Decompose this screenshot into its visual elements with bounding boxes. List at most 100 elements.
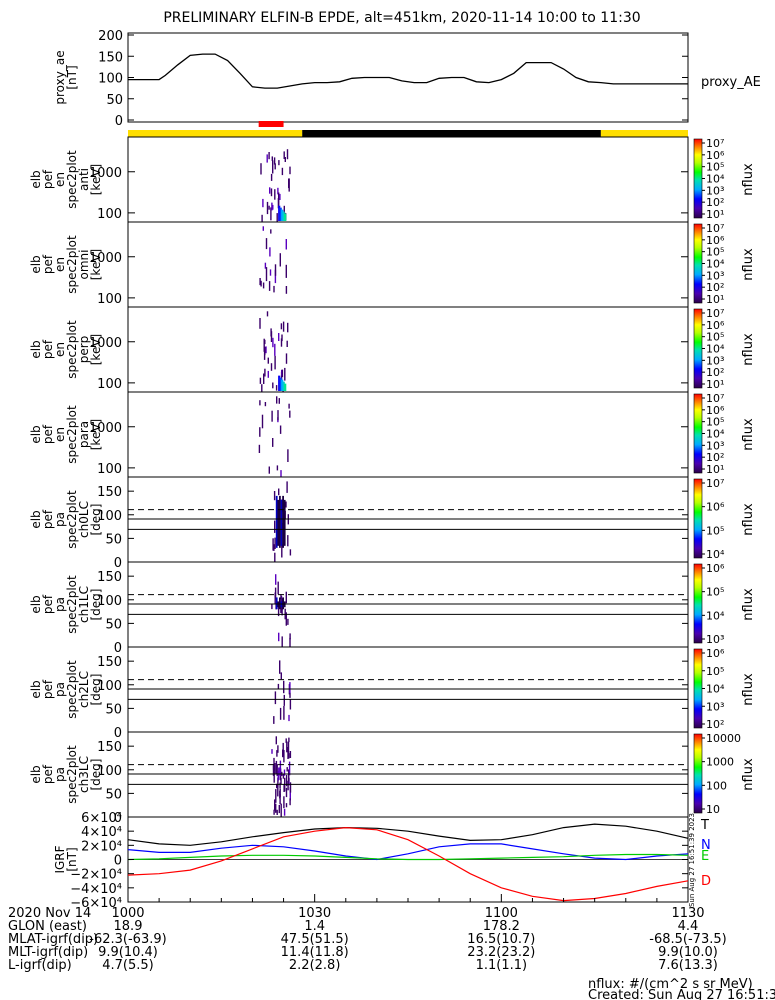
ylabel-line: pef	[41, 594, 55, 614]
flux-pixel	[283, 769, 286, 776]
colorbar-tick-label: 10³	[706, 269, 724, 282]
flux-pixel	[283, 784, 285, 792]
colorbar-tick-label: 10⁵	[706, 586, 724, 599]
flux-core-pixel	[279, 207, 282, 221]
colorbar	[693, 308, 703, 389]
flux-pixel	[289, 637, 291, 651]
colorbar-tick-label: 10²	[706, 196, 724, 209]
flux-pixel	[268, 281, 271, 291]
ae-ytick-label: 50	[106, 93, 123, 108]
igrf-legend-grf_N: N	[701, 838, 711, 853]
flux-pixel	[288, 714, 290, 722]
flux-pixel	[283, 694, 285, 706]
ephemeris-row-label: MLAT-igrf(dip)	[8, 932, 98, 947]
flux-pixel	[274, 343, 276, 356]
flux-core-pixel	[275, 495, 278, 548]
flux-pixel	[277, 745, 279, 753]
ylabel-line: [deg]	[89, 504, 103, 536]
flux-pixel	[278, 398, 280, 404]
panel-ylabel: IGRF[nT]	[53, 845, 79, 873]
colorbar-tick-label: 1000	[706, 756, 734, 769]
nflux-label: nflux	[741, 758, 756, 791]
flux-pixel	[286, 149, 289, 160]
energy-ytick-label: 100	[97, 462, 122, 477]
ylabel-line: elb	[29, 765, 43, 783]
ylabel-line: pef	[41, 424, 55, 444]
colorbar	[693, 563, 703, 644]
spectrogram-panel-p4: 1000100elbpefenspec2plotpara[keV]10⁷10⁶1…	[29, 391, 756, 479]
colorbar-tick-label: 10000	[706, 732, 741, 745]
colorbar-tick-label: 100	[706, 779, 727, 792]
created-stamp: Created: Sun Aug 27 16:51:39 2023	[588, 988, 775, 1000]
flux-pixel	[287, 780, 289, 791]
ae-ytick-label: 200	[98, 29, 123, 44]
flux-pixel	[286, 741, 288, 753]
ylabel-line: spec2plot	[65, 490, 79, 549]
flux-pixel	[259, 400, 261, 406]
flux-pixel	[273, 157, 276, 165]
flux-pixel	[261, 414, 264, 429]
flux-core-pixel	[275, 597, 278, 610]
colorbar-tick-label: 10⁶	[706, 319, 725, 332]
ephemeris-value: 178.2	[483, 919, 520, 934]
flux-pixel	[279, 253, 281, 267]
ylabel-line: proxy_ae	[53, 50, 67, 104]
ylabel-line: [keV]	[89, 249, 103, 280]
igrf-line-N	[127, 843, 689, 861]
colorbar-tick-label: 10⁶	[706, 647, 725, 660]
colorbar	[693, 478, 703, 559]
flux-pixel	[265, 267, 268, 282]
flux-pixel	[272, 337, 274, 348]
flux-pixel	[275, 385, 278, 391]
ylabel-line: IGRF	[53, 845, 67, 873]
ylabel-line: en	[53, 257, 67, 272]
flux-pixel	[275, 803, 277, 813]
colorbar-tick-label: 10²	[706, 281, 724, 294]
flux-pixel	[274, 592, 276, 605]
colorbar-tick-label: 10⁶	[706, 562, 725, 575]
ephemeris-value: 1.1(1.1)	[476, 958, 528, 973]
ylabel-line: [deg]	[89, 674, 103, 706]
flux-pixel	[281, 636, 283, 649]
flux-pixel	[286, 481, 288, 493]
flux-pixel	[289, 410, 291, 418]
flux-pixel	[263, 373, 265, 384]
pa-ytick-label: 0	[114, 726, 122, 741]
flux-pixel	[274, 552, 276, 566]
energy-ytick-label: 100	[97, 207, 122, 222]
ephemeris-value: 1130	[671, 906, 704, 921]
ae-ytick-label: 150	[98, 50, 123, 65]
colorbar-tick-label: 10⁵	[706, 524, 724, 537]
flux-pixel	[285, 591, 287, 604]
flux-pixel	[274, 189, 276, 200]
flux-pixel	[284, 157, 286, 162]
spectrogram-panel-p1: 1000100elbpefenspec2plotanti[keV]10⁷10⁶1…	[29, 136, 756, 227]
flux-pixel	[278, 488, 280, 496]
flux-pixel	[274, 763, 276, 774]
flux-pixel	[272, 538, 274, 551]
ylabel-line: pa	[53, 767, 67, 782]
flux-pixel	[287, 535, 289, 547]
flux-pixel	[283, 796, 285, 809]
flux-core-pixel	[279, 495, 281, 548]
ylabel-line: spec2plot	[65, 405, 79, 464]
energy-ytick-label: 1000	[89, 251, 122, 266]
day-night-segment	[128, 130, 303, 137]
flux-pixel	[272, 204, 274, 210]
igrf-line-E	[127, 853, 689, 861]
pa-ytick-label: 50	[105, 787, 122, 802]
flux-core-pixel	[277, 499, 280, 546]
flux-core-pixel	[282, 211, 285, 221]
flux-pixel	[277, 784, 279, 797]
flux-pixel	[264, 402, 267, 407]
flux-pixel	[288, 753, 290, 759]
flux-pixel	[280, 778, 282, 784]
flux-pixel	[281, 334, 283, 342]
flux-pixel	[273, 771, 275, 783]
flux-pixel	[276, 809, 278, 815]
energy-ytick-label: 100	[97, 377, 122, 392]
